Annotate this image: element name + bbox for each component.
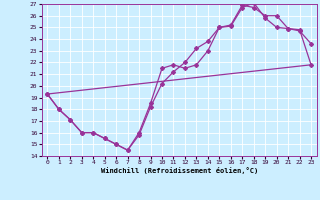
X-axis label: Windchill (Refroidissement éolien,°C): Windchill (Refroidissement éolien,°C) (100, 167, 258, 174)
